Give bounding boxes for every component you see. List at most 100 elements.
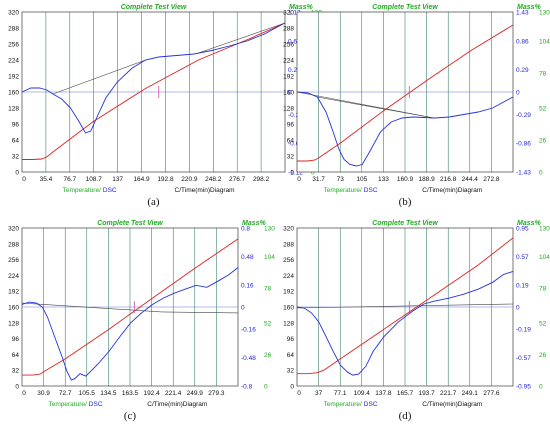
dsc-line	[21, 267, 239, 381]
y-dsc-tick-label: 0.16	[241, 282, 254, 289]
x-tick-label: 35.4	[40, 176, 53, 183]
y-left-tick-label: 288	[283, 241, 294, 248]
y-left-tick-label: 64	[287, 352, 295, 359]
y-dsc-tick-label: 0	[288, 90, 292, 97]
x-tick-label: 165.7	[397, 390, 414, 397]
legend-temperature: Temperature/	[324, 401, 362, 408]
y-mass-tick-label: 52	[264, 320, 272, 327]
baseline-line	[317, 96, 434, 119]
y-left-tick-label: 96	[287, 336, 295, 343]
y-left-tick-label: 320	[283, 10, 294, 17]
x-tick-label: 160.9	[397, 176, 414, 183]
y-dsc-tick-label: -0.16	[241, 327, 256, 334]
baseline-line	[296, 303, 514, 309]
y-left-tick-label: 192	[8, 74, 19, 81]
y-mass-tick-label: 26	[264, 352, 272, 359]
x-tick-label: 249.9	[187, 390, 204, 397]
y-left-tick-label: 96	[12, 336, 20, 343]
x-tick-label: 276.7	[229, 176, 246, 183]
y-mass-tick-label: 130	[264, 226, 275, 233]
x-tick-label: 192.4	[143, 390, 160, 397]
y-left-tick-label: 32	[287, 368, 295, 375]
x-axis-label: C/Time(min)Diagram	[175, 187, 235, 194]
x-tick-label: 0	[22, 390, 26, 397]
y-left-tick-label: 32	[287, 154, 295, 161]
y-left-tick-label: 0	[290, 384, 294, 391]
y-left-tick-label: 256	[283, 42, 294, 49]
chart-title: Complete Test View	[97, 220, 163, 227]
chart-title: Complete Test View	[121, 4, 187, 11]
y-mass-tick-label: 130	[539, 226, 550, 233]
y-mass-tick-label: 104	[264, 254, 275, 261]
x-axis-label: C/Time(min)Diagram	[147, 401, 207, 408]
y-dsc-tick-label: 0.8	[241, 226, 250, 233]
mass-label: Mass%	[289, 4, 314, 11]
y-dsc-tick-label: -0.22	[288, 112, 303, 119]
temperature-line	[297, 24, 514, 162]
x-tick-label: 137	[112, 176, 123, 183]
legend-dsc: DSC	[103, 187, 117, 194]
y-left-tick-label: 288	[8, 241, 19, 248]
y-left-tick-label: 96	[12, 122, 20, 129]
x-tick-label: 72.7	[59, 390, 72, 397]
y-dsc-tick-label: 1.43	[516, 10, 529, 17]
x-tick-label: 109.4	[354, 390, 371, 397]
x-tick-label: 37	[315, 390, 323, 397]
y-left-tick-label: 128	[8, 320, 19, 327]
x-tick-label: 249.1	[462, 390, 479, 397]
y-dsc-tick-label: 0	[241, 305, 245, 312]
x-tick-label: 221.4	[165, 390, 182, 397]
legend-dsc: DSC	[89, 401, 103, 408]
y-dsc-tick-label: 0.67	[288, 38, 301, 45]
y-mass-tick-label: 0	[539, 384, 543, 391]
y-mass-tick-label: 0	[539, 170, 543, 177]
y-left-tick-label: 224	[8, 58, 19, 65]
baseline-line	[161, 311, 239, 314]
y-mass-tick-label: 78	[539, 70, 547, 77]
y-left-tick-label: 288	[8, 26, 19, 33]
temperature-line	[22, 22, 286, 160]
mass-label: Mass%	[517, 4, 542, 11]
y-left-tick-label: 0	[290, 170, 294, 177]
y-left-tick-label: 160	[8, 305, 19, 312]
y-mass-tick-label: 78	[264, 286, 272, 293]
baseline-line	[21, 302, 162, 313]
y-left-tick-label: 192	[8, 289, 19, 296]
legend-temperature: Temperature/	[324, 187, 362, 194]
x-tick-label: 272.8	[483, 176, 500, 183]
y-dsc-tick-label: -1.12	[288, 170, 303, 177]
y-left-tick-label: 32	[12, 154, 20, 161]
y-left-tick-label: 0	[15, 170, 19, 177]
y-dsc-tick-label: 0.22	[288, 67, 301, 74]
mass-label: Mass%	[517, 220, 542, 227]
chart-panel: 0 31.7 73 105 133 160.9 188.9 216.8 244.4 272.803…	[283, 4, 550, 208]
y-dsc-tick-label: -0.48	[241, 355, 256, 362]
x-tick-label: 244.4	[462, 176, 479, 183]
y-mass-tick-label: 0	[264, 384, 268, 391]
y-left-tick-label: 128	[283, 106, 294, 113]
y-left-tick-label: 256	[8, 42, 19, 49]
x-tick-label: 76.7	[63, 176, 76, 183]
x-tick-label: 77.1	[334, 390, 347, 397]
y-mass-tick-label: 52	[539, 320, 547, 327]
y-left-tick-label: 128	[283, 320, 294, 327]
temperature-line	[297, 237, 514, 375]
y-dsc-tick-label: -0.19	[516, 327, 531, 334]
y-dsc-tick-label: 0.48	[241, 254, 254, 261]
y-left-tick-label: 160	[283, 90, 294, 97]
panel-caption: (a)	[147, 196, 160, 208]
y-mass-tick-label: 104	[539, 38, 550, 45]
panel-caption: (b)	[399, 196, 412, 208]
x-axis-label: C/Time(min)Diagram	[422, 401, 482, 408]
y-left-tick-label: 96	[287, 122, 295, 129]
y-left-tick-label: 320	[8, 10, 19, 17]
chart-title: Complete Test View	[372, 220, 438, 227]
y-dsc-tick-label: 0.19	[516, 282, 529, 289]
x-tick-label: 137.8	[375, 390, 392, 397]
y-left-tick-label: 64	[287, 138, 295, 145]
y-dsc-tick-label: 0.29	[516, 67, 529, 74]
y-left-tick-label: 64	[12, 352, 20, 359]
x-tick-label: 105	[356, 176, 367, 183]
y-dsc-tick-label: 0.57	[516, 254, 529, 261]
y-dsc-tick-label: -0.29	[516, 112, 531, 119]
